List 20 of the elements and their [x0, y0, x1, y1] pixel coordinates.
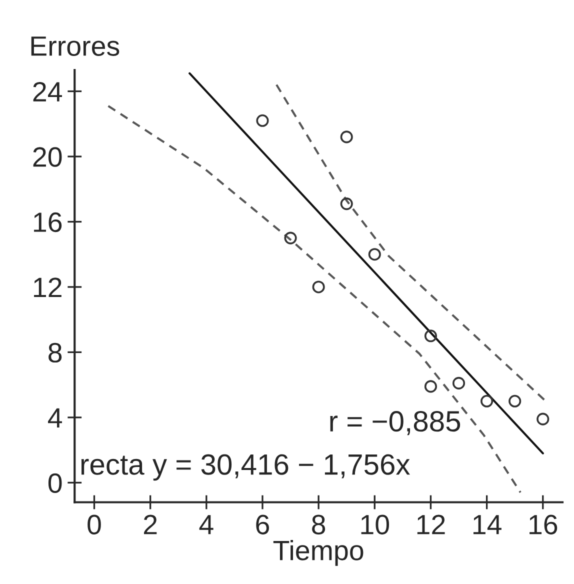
x-tick-label: 2 [144, 514, 157, 534]
x-tick-label: 14 [473, 515, 502, 534]
y-tick-label: 20 [33, 147, 62, 167]
x-tick-label: 4 [199, 515, 214, 534]
y-tick-label: 8 [48, 342, 62, 363]
annotation: r = −0,885 [330, 410, 460, 436]
annotation: recta y = 30,416 − 1,756x [81, 454, 410, 481]
y-tick-label: 12 [34, 278, 62, 298]
y-axis-title: Errores [31, 36, 120, 56]
x-tick-label: 16 [530, 514, 558, 534]
x-tick-label: 8 [312, 514, 326, 534]
x-tick-label: 6 [256, 514, 269, 534]
x-tick-label: 10 [361, 514, 390, 534]
x-axis-title: Tiempo [273, 540, 364, 566]
y-tick-label: 0 [48, 473, 62, 494]
y-tick-label: 24 [33, 82, 62, 102]
x-tick-label: 0 [88, 514, 101, 534]
x-tick-label: 12 [417, 514, 445, 534]
y-tick-label: 16 [34, 212, 62, 232]
y-tick-label: 4 [48, 408, 62, 428]
